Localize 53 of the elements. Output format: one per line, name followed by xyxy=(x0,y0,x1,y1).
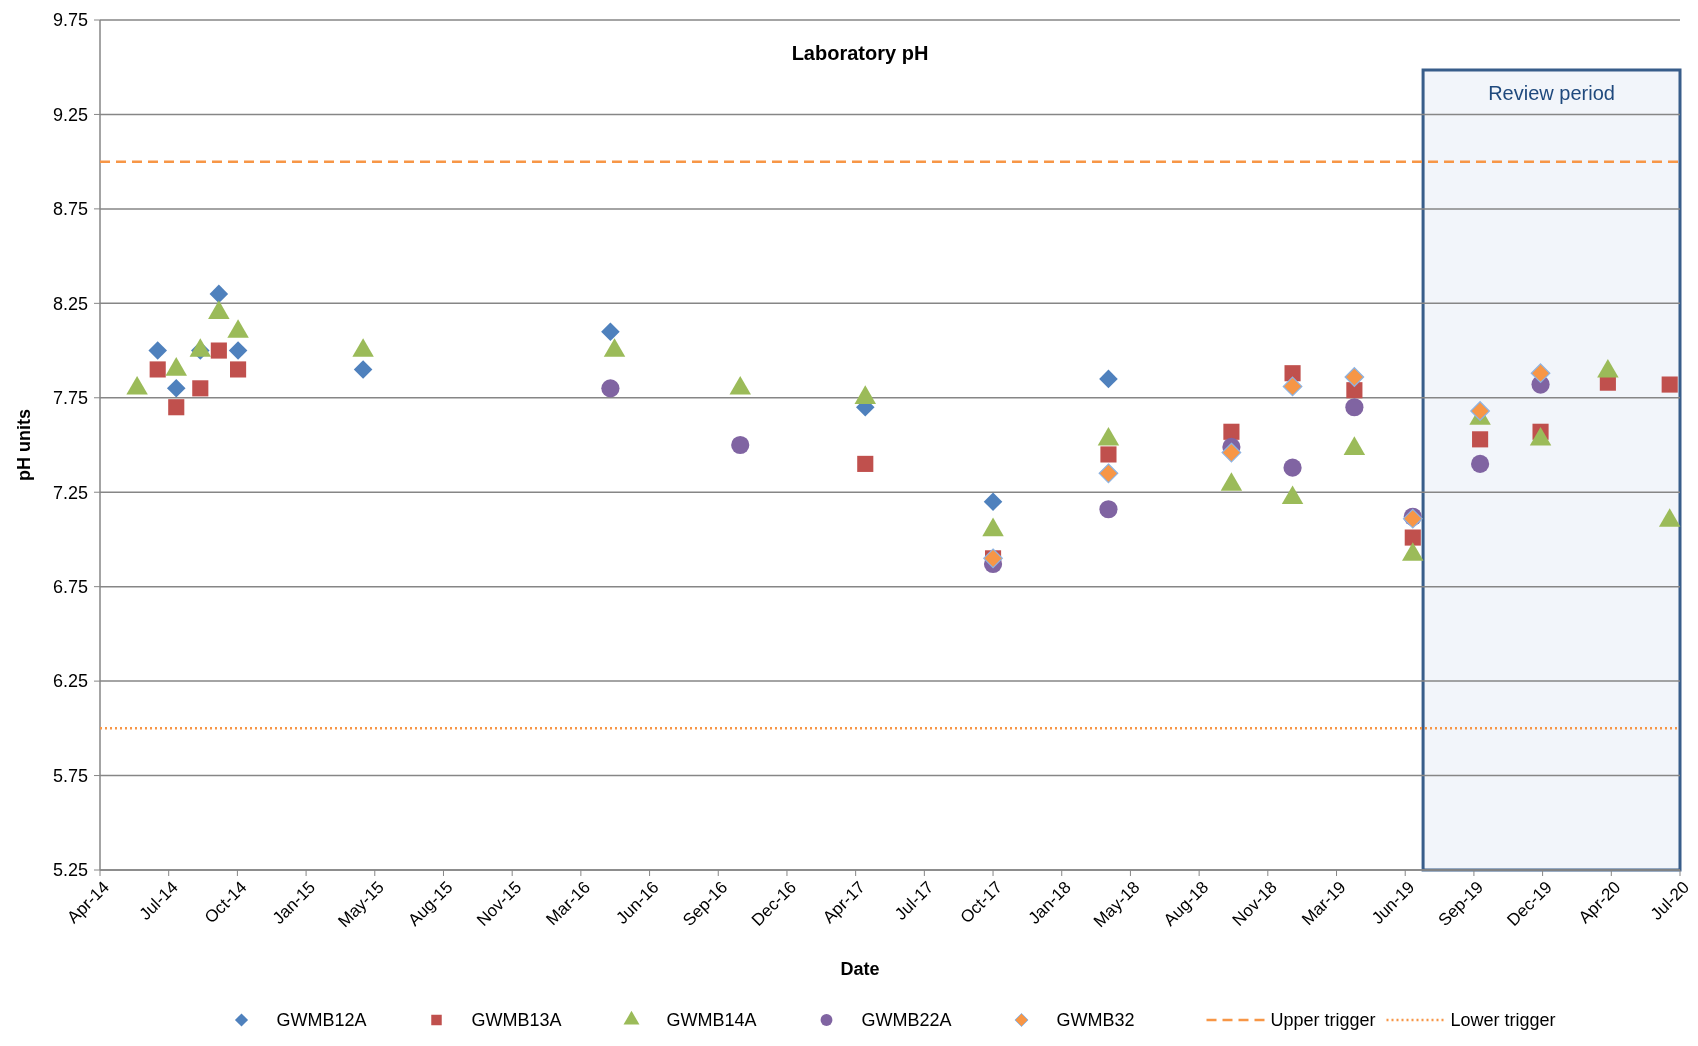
point xyxy=(228,341,248,360)
point xyxy=(1471,454,1490,473)
point xyxy=(1472,431,1489,448)
point xyxy=(1098,463,1119,484)
point xyxy=(166,379,186,398)
point xyxy=(1530,363,1551,384)
point xyxy=(857,455,874,472)
y-tick-label: 5.25 xyxy=(52,860,88,881)
point xyxy=(148,341,167,360)
y-tick-label: 9.75 xyxy=(52,10,88,31)
y-tick-label: 5.75 xyxy=(52,765,88,786)
y-tick-label: 8.75 xyxy=(52,199,88,220)
point xyxy=(1345,398,1364,417)
point xyxy=(209,284,229,304)
y-tick-label: 9.25 xyxy=(52,104,88,125)
legend-label: GWMB12A xyxy=(276,1010,367,1030)
point xyxy=(1282,376,1303,397)
point xyxy=(601,379,620,398)
point xyxy=(1223,423,1240,440)
point xyxy=(1099,369,1118,389)
legend-label: GWMB14A xyxy=(666,1010,757,1030)
band-label: Review period xyxy=(1488,82,1615,104)
point xyxy=(1470,401,1490,421)
point xyxy=(731,435,750,455)
point xyxy=(1284,365,1301,382)
point xyxy=(1099,500,1118,519)
point xyxy=(192,380,209,397)
point xyxy=(168,399,185,416)
y-axis-title: pH units xyxy=(14,409,34,481)
point xyxy=(1404,529,1421,546)
x-axis-title: Date xyxy=(840,959,880,979)
point xyxy=(1661,376,1678,393)
point xyxy=(210,342,227,359)
y-tick-label: 7.75 xyxy=(52,388,88,409)
point xyxy=(983,492,1003,511)
legend-label: GWMB22A xyxy=(861,1010,952,1030)
point xyxy=(601,322,620,341)
legend-label: GWMB32 xyxy=(1056,1010,1135,1030)
point xyxy=(149,361,166,378)
legend-label: Lower trigger xyxy=(1450,1010,1556,1030)
y-tick-label: 7.25 xyxy=(52,482,88,503)
text: Laboratory pH xyxy=(791,42,929,64)
point xyxy=(1283,458,1302,477)
point xyxy=(230,361,247,378)
point xyxy=(1221,442,1242,463)
y-tick-label: 6.75 xyxy=(52,576,88,597)
legend-label: Upper trigger xyxy=(1270,1010,1376,1030)
y-tick-label: 8.25 xyxy=(52,293,88,314)
point xyxy=(1100,446,1117,463)
point xyxy=(353,360,373,379)
legend-label: GWMB13A xyxy=(471,1010,562,1030)
y-tick-label: 6.25 xyxy=(52,671,88,692)
point xyxy=(1344,367,1365,387)
